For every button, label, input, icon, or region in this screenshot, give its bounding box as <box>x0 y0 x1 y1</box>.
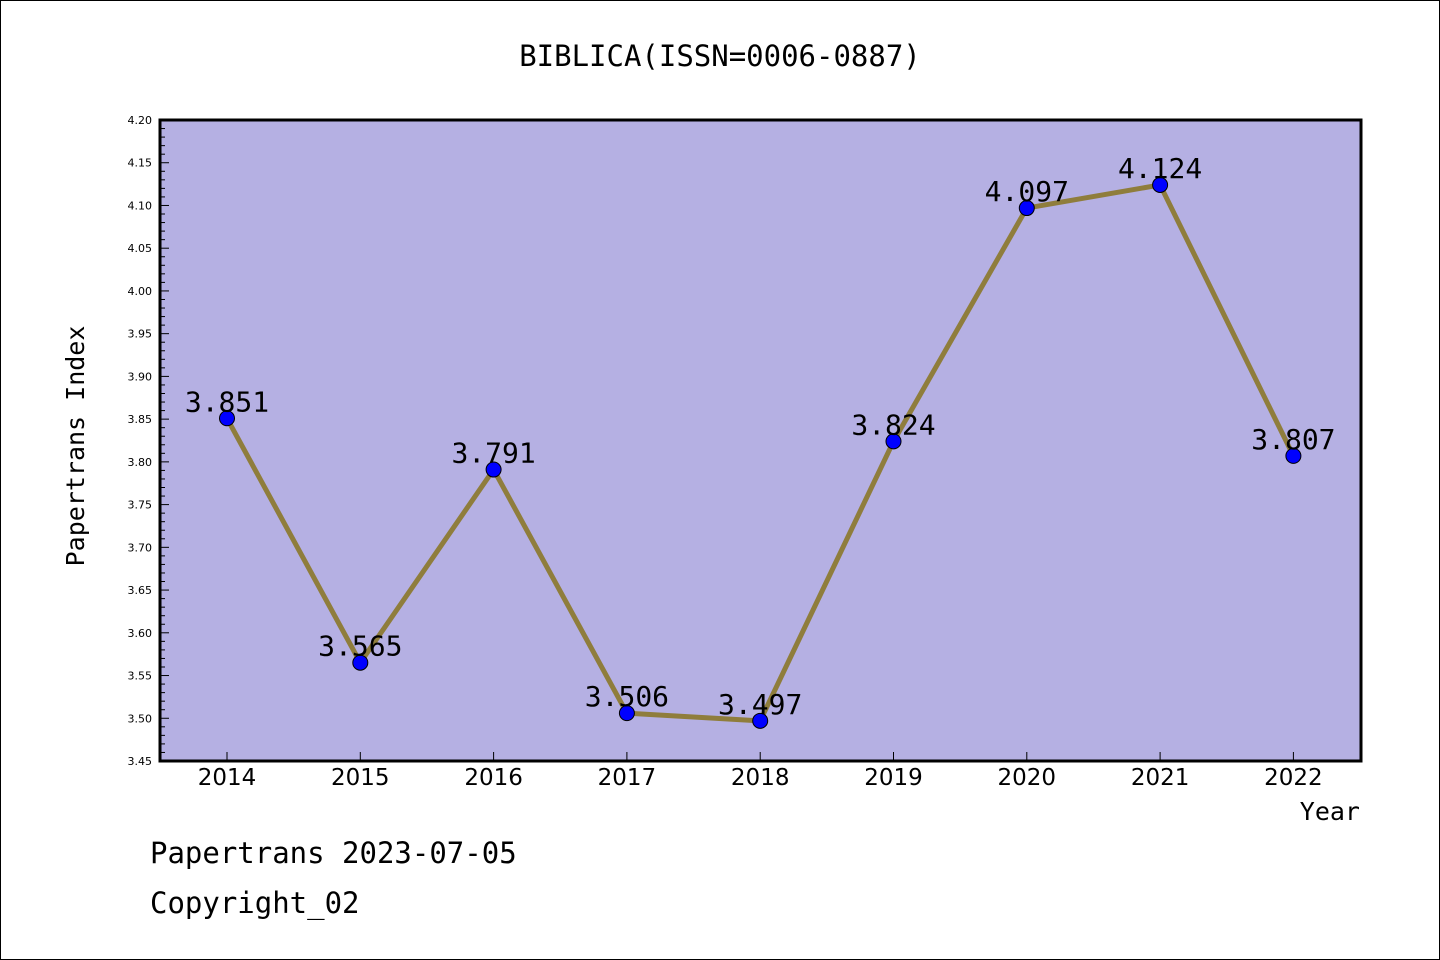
data-point <box>485 461 502 478</box>
y-tick-label: 4.15 <box>128 157 153 170</box>
y-tick-label: 3.70 <box>128 541 153 554</box>
x-tick-label: 2022 <box>1264 765 1323 791</box>
footer-date: Papertrans 2023-07-05 <box>150 836 517 870</box>
data-label: 3.497 <box>718 688 802 721</box>
data-labels: 3.851 3.565 3.791 3.506 3.497 3.824 4.097 4.124… <box>185 152 1336 721</box>
y-tick-label: 3.80 <box>128 456 153 469</box>
x-tick-label: 2020 <box>998 765 1057 791</box>
x-tick-label: 2018 <box>731 765 790 791</box>
data-label: 3.851 <box>185 385 269 418</box>
data-point <box>1152 176 1169 193</box>
data-label: 4.097 <box>985 175 1069 208</box>
y-tick-label: 4.20 <box>128 114 153 127</box>
data-point <box>885 433 902 450</box>
x-tick-label: 2021 <box>1131 765 1190 791</box>
y-axis-label: Papertrans Index <box>61 326 90 567</box>
y-tick-label: 3.85 <box>128 413 153 426</box>
footer-copyright: Copyright_02 <box>150 886 360 920</box>
y-tick-label: 3.55 <box>128 670 153 683</box>
x-tick-label: 2014 <box>198 765 257 791</box>
data-label: 3.506 <box>585 680 669 713</box>
data-label: 3.565 <box>318 630 402 663</box>
data-label: 3.791 <box>451 437 535 470</box>
x-tick-label: 2017 <box>598 765 657 791</box>
x-tick-label: 2015 <box>331 765 390 791</box>
y-tick-label: 4.10 <box>128 199 153 212</box>
data-label: 4.124 <box>1118 152 1202 185</box>
y-tick-label: 3.75 <box>128 499 153 512</box>
data-point <box>1285 447 1302 464</box>
data-label: 3.807 <box>1251 423 1335 456</box>
y-tick-label: 4.05 <box>128 242 153 255</box>
data-point <box>352 654 369 671</box>
y-tick-label: 3.95 <box>128 328 153 341</box>
x-tick-label: 2016 <box>464 765 523 791</box>
data-points <box>219 176 1302 729</box>
y-tick-label: 3.60 <box>128 627 153 640</box>
data-point <box>618 705 635 722</box>
plot-area <box>158 118 1363 763</box>
data-point <box>752 712 769 729</box>
data-point <box>219 410 235 427</box>
y-tick-label: 4.00 <box>128 285 153 298</box>
x-axis: 2014 2015 2016 2017 2018 2019 2020 2021 2022 <box>198 752 1323 791</box>
chart-title: BIBLICA(ISSN=0006-0887) <box>519 39 921 73</box>
y-tick-label: 3.50 <box>128 712 153 725</box>
data-label: 3.824 <box>851 408 935 441</box>
x-tick-label: 2019 <box>864 765 923 791</box>
data-point <box>1018 200 1035 217</box>
x-axis-label: Year <box>1300 797 1360 826</box>
y-axis: 3.45 3.50 3.55 3.60 3.65 3.70 3.75 3.80 3.85 3.90… <box>128 114 169 768</box>
y-tick-label: 3.45 <box>128 755 153 768</box>
y-tick-label: 3.65 <box>128 584 153 597</box>
y-tick-label: 3.90 <box>128 370 153 383</box>
